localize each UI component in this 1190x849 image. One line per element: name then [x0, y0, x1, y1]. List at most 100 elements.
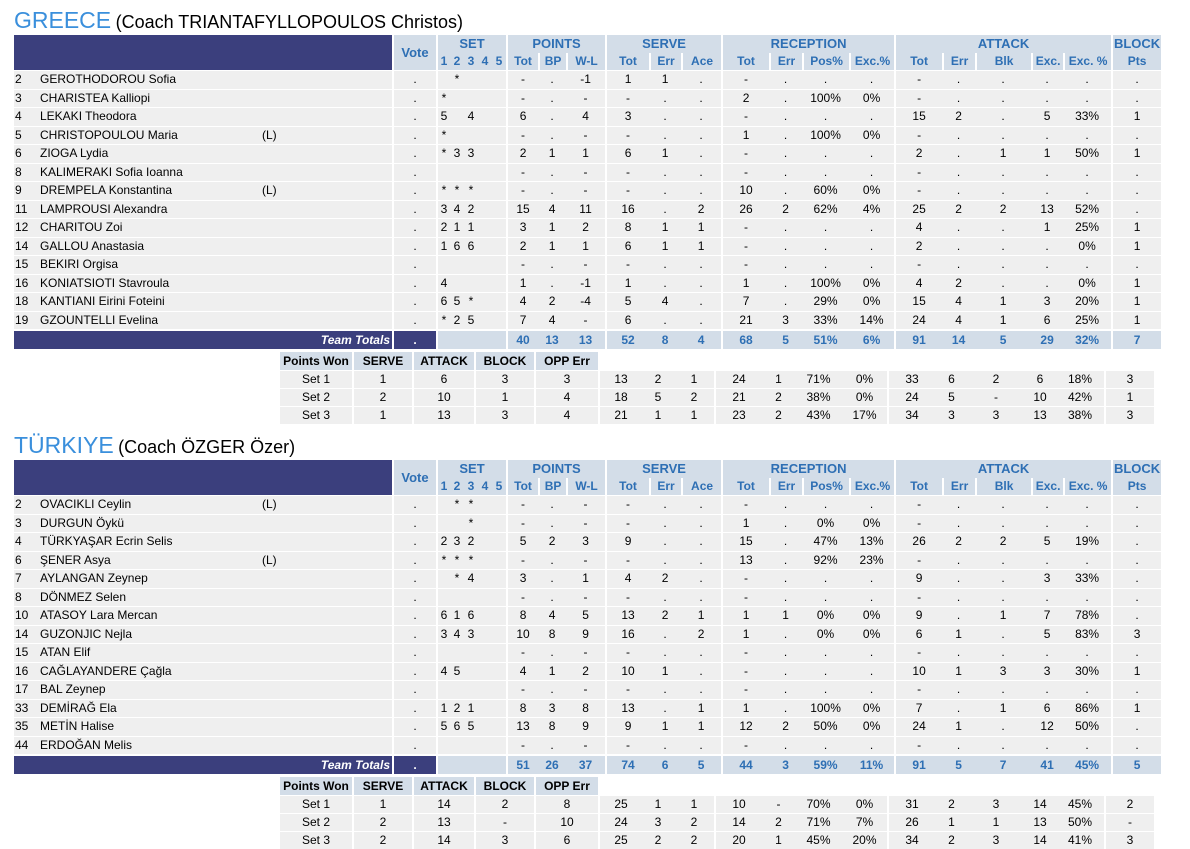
stat-pTot: 5 — [506, 532, 539, 551]
set-summary-header-blank — [674, 777, 714, 795]
header-sub: Tot — [605, 52, 650, 70]
set-position — [492, 495, 507, 514]
set-position — [478, 107, 492, 126]
stat-svErr: . — [649, 624, 682, 643]
player-number: 3 — [14, 88, 40, 107]
stat-aErr: . — [942, 606, 976, 625]
stat-pTot: 8 — [506, 606, 539, 625]
player-number: 15 — [14, 643, 40, 662]
stat-pWL: -1 — [566, 70, 606, 89]
stat-rPos: . — [802, 162, 850, 181]
stat-svAce: . — [681, 587, 722, 606]
stat-svAce: 1 — [681, 717, 722, 736]
totals-set-blank — [478, 329, 492, 349]
stat-rExc: . — [849, 587, 895, 606]
stat-svErr: 2 — [649, 569, 682, 588]
set-position — [436, 513, 450, 532]
stat-bPts: 1 — [1111, 107, 1162, 126]
stat-svTot: - — [605, 735, 650, 754]
stat-svErr: . — [649, 107, 682, 126]
set-position: 3 — [436, 199, 450, 218]
set-position — [478, 569, 492, 588]
stat-pTot: 2 — [506, 236, 539, 255]
stat-aExcP: . — [1063, 495, 1112, 514]
set-position — [450, 125, 464, 144]
player-name: DREMPELA Konstantina — [40, 181, 262, 200]
stat-pBP: 8 — [538, 717, 567, 736]
set-position — [478, 587, 492, 606]
set-stat-aErr: 2 — [935, 795, 968, 813]
header-sub: Exc. % — [1063, 477, 1112, 495]
stat-rErr: 1 — [769, 606, 803, 625]
stat-aExc: 5 — [1031, 107, 1064, 126]
stat-pWL: - — [566, 495, 606, 514]
stat-aTot: - — [894, 162, 943, 181]
stat-pWL: 1 — [566, 569, 606, 588]
stat-rPos: 0% — [802, 624, 850, 643]
set-position: * — [464, 550, 478, 569]
set-position: 3 — [450, 144, 464, 163]
set-position: 6 — [436, 606, 450, 625]
set-summary-header: ATTACK — [412, 777, 474, 795]
set-position — [478, 532, 492, 551]
stat-pTot: 2 — [506, 144, 539, 163]
stat-svTot: - — [605, 181, 650, 200]
team-totals-label: Team Totals — [40, 754, 392, 774]
stat-aExcP: 33% — [1063, 107, 1112, 126]
player-name: BEKIRI Orgisa — [40, 255, 262, 274]
stat-svErr: . — [649, 698, 682, 717]
stat-rPos: . — [802, 107, 850, 126]
set-position: 4 — [450, 624, 464, 643]
set-summary-header-blank — [842, 777, 887, 795]
player-row: 6 ŞENER Asya (L). * * * -. - -.. 13. 92% 23% -..... — [14, 550, 1162, 569]
totals-aExc: 41 — [1031, 754, 1064, 774]
set-position: 2 — [436, 532, 450, 551]
player-vote: . — [392, 698, 436, 717]
stat-rPos: . — [802, 569, 850, 588]
stat-rExc: . — [849, 680, 895, 699]
header-sub: Err — [942, 52, 976, 70]
stat-aBlk: . — [975, 624, 1032, 643]
stat-svTot: - — [605, 88, 650, 107]
player-vote: . — [392, 513, 436, 532]
set-stat-aExc: 6 — [1024, 370, 1056, 388]
stat-aBlk: . — [975, 88, 1032, 107]
player-vote: . — [392, 162, 436, 181]
set-position — [478, 717, 492, 736]
set-position: 2 — [436, 218, 450, 237]
stat-aTot: 25 — [894, 199, 943, 218]
totals-pTot: 40 — [506, 329, 539, 349]
header-group-set: SET — [436, 35, 507, 53]
header-vote: Vote — [392, 35, 436, 70]
set-position: * — [436, 310, 450, 329]
player-number: 4 — [14, 532, 40, 551]
stat-aBlk: . — [975, 735, 1032, 754]
stat-aBlk: 1 — [975, 310, 1032, 329]
stat-aTot: - — [894, 513, 943, 532]
stat-aErr: . — [942, 255, 976, 274]
player-vote: . — [392, 717, 436, 736]
stat-rPos: 100% — [802, 698, 850, 717]
set-stat-svAce: 2 — [674, 388, 714, 406]
stat-aExc: . — [1031, 495, 1064, 514]
header-sub: Blk — [975, 477, 1032, 495]
stat-rTot: - — [721, 680, 770, 699]
stat-aExcP: 0% — [1063, 236, 1112, 255]
stat-svAce: . — [681, 643, 722, 662]
totals-rExc: 6% — [849, 329, 895, 349]
stat-pBP: 1 — [538, 144, 567, 163]
stat-aTot: - — [894, 587, 943, 606]
stat-aExc: . — [1031, 70, 1064, 89]
set-points-block: 3 — [474, 831, 534, 849]
set-position — [478, 273, 492, 292]
set-summary-header: OPP Err — [534, 352, 598, 370]
set-stat-aErr: 1 — [935, 813, 968, 831]
stat-pTot: 3 — [506, 569, 539, 588]
stat-pTot: - — [506, 88, 539, 107]
stat-svTot: 6 — [605, 310, 650, 329]
stat-svTot: - — [605, 680, 650, 699]
stat-bPts: . — [1111, 606, 1162, 625]
set-position — [492, 550, 507, 569]
stat-pTot: - — [506, 495, 539, 514]
